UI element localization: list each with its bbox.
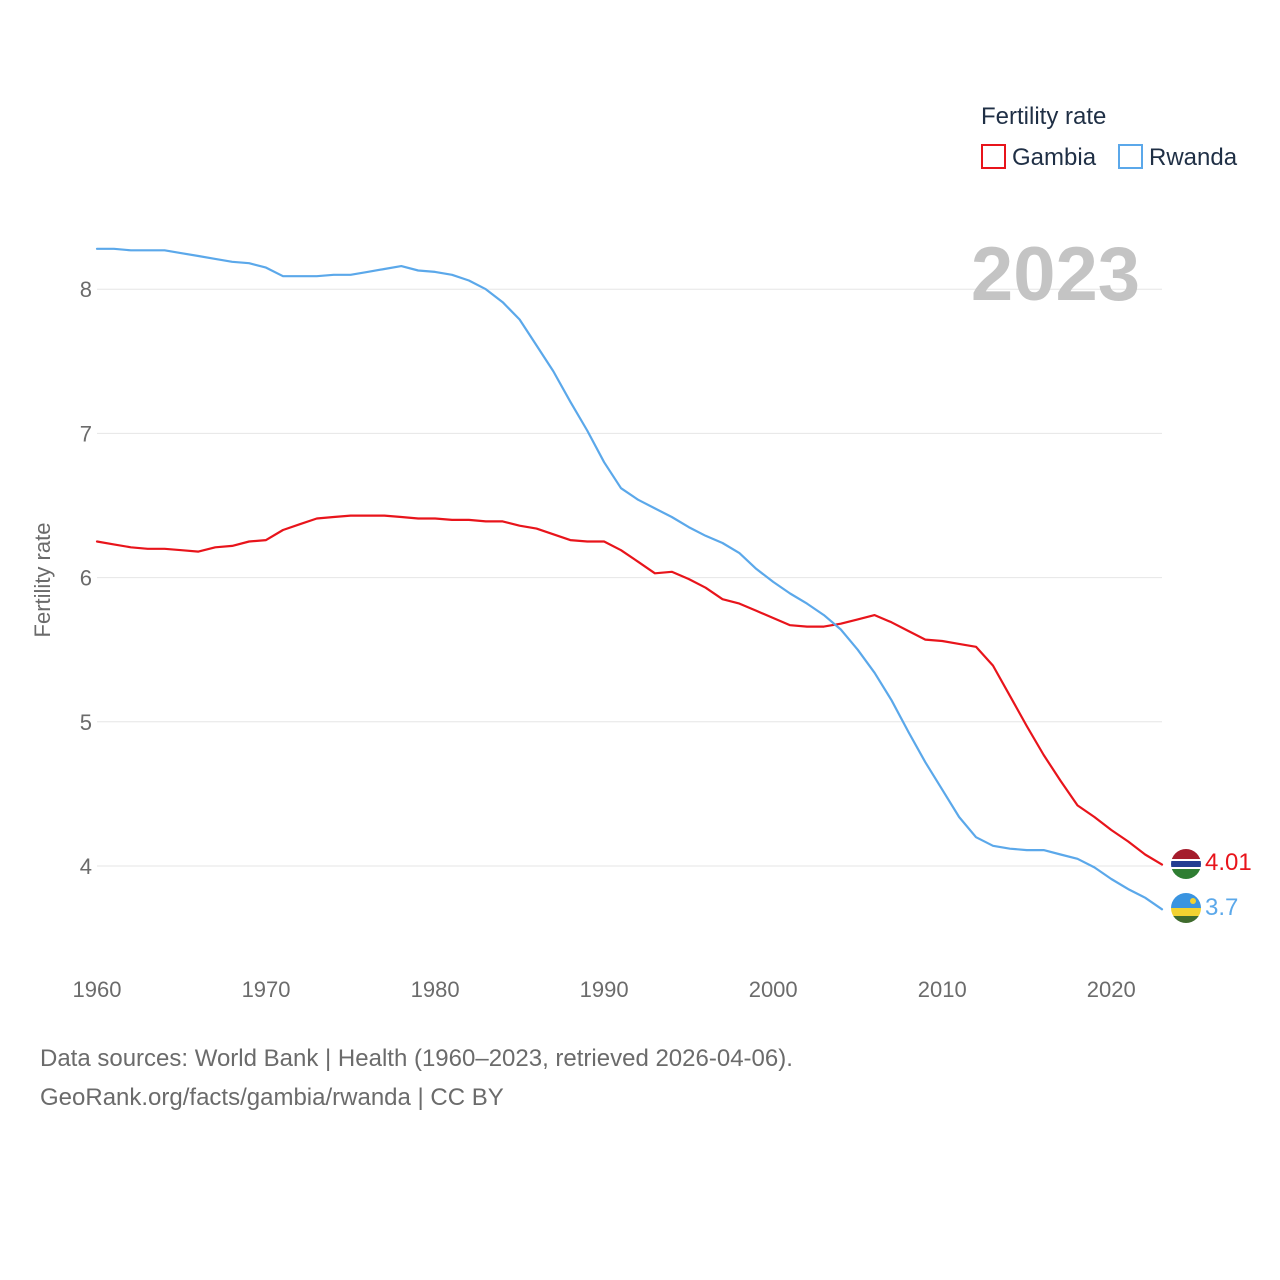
year-label: 2023 [971, 232, 1140, 317]
y-axis-label: Fertility rate [30, 523, 55, 638]
x-tick-label: 2000 [749, 977, 798, 1002]
legend: Fertility rate Gambia Rwanda [981, 103, 1238, 171]
credit-link[interactable]: GeoRank.org/facts/gambia/rwanda | CC BY [40, 1084, 504, 1111]
y-tick-label: 8 [80, 277, 92, 302]
x-tick-label: 1960 [73, 977, 122, 1002]
end-label-gambia: 4.01 [1205, 849, 1252, 876]
rwanda-flag-icon [1171, 893, 1201, 923]
x-axis-ticks: 1960 1970 1980 1990 2000 2010 2020 [73, 977, 1136, 1002]
legend-swatch-gambia [981, 144, 1006, 169]
legend-title: Fertility rate [981, 103, 1106, 130]
gridlines [97, 288, 1162, 867]
x-tick-label: 1970 [242, 977, 291, 1002]
data-sources-text: Data sources: World Bank | Health (1960–… [40, 1045, 793, 1072]
x-tick-label: 1980 [411, 977, 460, 1002]
y-axis-ticks: 4 5 6 7 8 [80, 277, 92, 879]
legend-swatch-rwanda [1118, 144, 1143, 169]
x-tick-label: 2020 [1087, 977, 1136, 1002]
y-tick-label: 7 [80, 421, 92, 446]
fertility-rate-chart: 4 5 6 7 8 1960 1970 1980 1990 2000 2010 2020 Ferti… [30, 103, 1252, 1002]
legend-label-rwanda: Rwanda [1149, 144, 1238, 171]
y-tick-label: 6 [80, 566, 92, 591]
x-tick-label: 1990 [580, 977, 629, 1002]
x-tick-label: 2010 [918, 977, 967, 1002]
legend-label-gambia: Gambia [1012, 144, 1097, 171]
gambia-flag-icon [1171, 849, 1201, 879]
y-tick-label: 5 [80, 710, 92, 735]
series-line-rwanda [95, 247, 1164, 911]
y-tick-label: 4 [80, 854, 92, 879]
series-line-gambia [95, 514, 1164, 866]
end-label-rwanda: 3.7 [1205, 894, 1238, 921]
series-lines [95, 247, 1164, 911]
